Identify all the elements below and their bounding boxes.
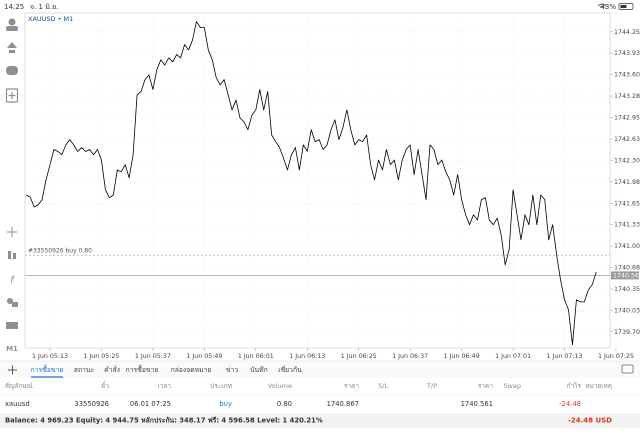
add-tab-icon[interactable]	[8, 365, 17, 375]
x-tick-label: 1 Jun 06:13	[289, 353, 325, 360]
total-profit-value: -24.48	[568, 417, 593, 425]
icon-trade[interactable]	[7, 42, 17, 53]
tab[interactable]: ข่าว	[226, 366, 238, 374]
column-header: ตั๋ว	[101, 381, 109, 390]
footer-bar	[0, 413, 640, 428]
y-tick-label: 1741.330	[614, 222, 640, 229]
y-tick-label: 1741.655	[614, 200, 640, 207]
table-cell: -24.48	[559, 400, 581, 408]
x-tick-label: 1 Jun 07:01	[495, 353, 531, 360]
chart: 1744.255 1743.930 1743.605 1743.280 1742.955…	[25, 13, 640, 360]
y-tick-label: 1744.255	[614, 29, 640, 36]
x-tick-label: 1 Jun 05:49	[186, 353, 222, 360]
icon-plus	[8, 92, 16, 99]
table-cell: buy	[219, 400, 232, 408]
y-tick-label: 1743.605	[614, 72, 640, 79]
icon-account-body	[6, 26, 18, 31]
column-header: Volume	[268, 382, 292, 390]
wifi-icon	[597, 3, 607, 8]
tab[interactable]: การซื้อขาย	[126, 364, 159, 374]
current-price-box	[611, 271, 639, 280]
y-tick-label: 1741.005	[614, 243, 640, 250]
table-cell: 0.80	[277, 400, 292, 408]
tab[interactable]: สถานะ	[74, 366, 95, 374]
column-header: S/L	[378, 382, 388, 390]
chart-title: XAUUSD • M1	[28, 15, 73, 23]
column-header: ประเภท	[210, 382, 232, 390]
y-tick-label: 1742.305	[614, 157, 640, 164]
x-tick-label: 1 Jun 06:01	[238, 353, 274, 360]
x-tick-label: 1 Jun 06:37	[392, 353, 428, 360]
tab[interactable]: การซื้อขาย	[31, 364, 64, 374]
icon-objects[interactable]	[7, 298, 13, 304]
table-cell: 1740.867	[327, 400, 359, 408]
x-tick-label: 1 Jun 06:25	[341, 353, 377, 360]
y-tick-label: 1742.630	[614, 136, 640, 143]
x-tick-label: 1 Jun 05:13	[32, 353, 68, 360]
order-line-label: #33550926 buy 0.80	[28, 248, 92, 255]
y-tick-label: 1740.030	[614, 307, 640, 314]
icon-chat[interactable]	[6, 66, 18, 75]
y-tick-label: 1740.680	[614, 265, 640, 272]
y-tick-label: 1740.355	[614, 286, 640, 293]
x-tick-label: 1 Jun 05:37	[135, 353, 171, 360]
x-tick-label: 1 Jun 05:25	[83, 353, 119, 360]
icon-candles-2	[13, 253, 16, 259]
tab-bar	[0, 361, 640, 378]
y-tick-label: 1739.705	[614, 329, 640, 336]
table-cell: 1740.561	[461, 400, 493, 408]
total-profit: -24.48 USD	[568, 417, 612, 425]
currency: USD	[595, 417, 612, 425]
table-cell: 06.01 07:25	[130, 400, 171, 408]
y-tick-label: 1741.980	[614, 179, 640, 186]
column-header: เวลา	[157, 382, 171, 390]
status-time: 14:25	[4, 3, 24, 11]
current-price-label: 1740.561	[613, 272, 640, 279]
layout-icon[interactable]	[621, 364, 634, 374]
tab[interactable]: กล่องจดหมาย	[171, 366, 212, 374]
y-tick-label: 1743.930	[614, 50, 640, 57]
account-summary: Balance: 4 969.23 Equity: 4 944.75 หลักป…	[5, 417, 323, 425]
tab[interactable]: บันทึก	[250, 366, 268, 374]
status-date: จ. 1 มิ.ย.	[30, 3, 58, 11]
icon-objects-2	[12, 302, 18, 307]
x-tick-label: 1 Jun 07:13	[547, 353, 583, 360]
column-header: สัญลักษณ์	[5, 382, 33, 390]
icon-new-chart[interactable]	[5, 88, 19, 103]
tab[interactable]: คำสั่ง	[104, 365, 120, 374]
table: สัญลักษณ์ ตั๋ว เวลา ประเภท Volume ราคา S/L T/P ร…	[5, 381, 612, 408]
status-battery: 43%	[600, 3, 616, 11]
table-cell: xauusd	[5, 400, 30, 408]
column-header: หมายเหตุ	[585, 382, 612, 390]
column-header: Swap	[503, 382, 521, 390]
icon-candles[interactable]	[8, 251, 11, 259]
column-header: T/P	[426, 382, 437, 390]
x-tick-label: 1 Jun 07:25	[598, 353, 634, 360]
battery-icon	[618, 3, 634, 10]
column-header: กำไร	[567, 382, 582, 390]
tab[interactable]: เชี่ยวกัน	[278, 365, 302, 374]
column-header: ราคา	[344, 382, 359, 390]
column-header: ราคา	[478, 382, 493, 390]
timeframe-button[interactable]: M1	[6, 345, 18, 353]
x-tick-label: 1 Jun 06:49	[444, 353, 480, 360]
price-line	[26, 21, 597, 346]
y-tick-label: 1743.280	[614, 93, 640, 100]
icon-account[interactable]	[8, 18, 16, 26]
icon-indicators[interactable]: f	[10, 275, 15, 286]
y-tick-label: 1742.955	[614, 115, 640, 122]
icon-crosshair[interactable]	[7, 227, 17, 237]
table-cell: 33550926	[74, 400, 109, 408]
battery-level	[620, 5, 627, 8]
tabs: การซื้อขาย สถานะ คำสั่ง การซื้อขาย กล่องจดหม…	[31, 364, 302, 378]
icon-templates[interactable]	[6, 322, 18, 329]
toolbar: f M1	[5, 18, 19, 353]
plot-area	[24, 12, 611, 349]
